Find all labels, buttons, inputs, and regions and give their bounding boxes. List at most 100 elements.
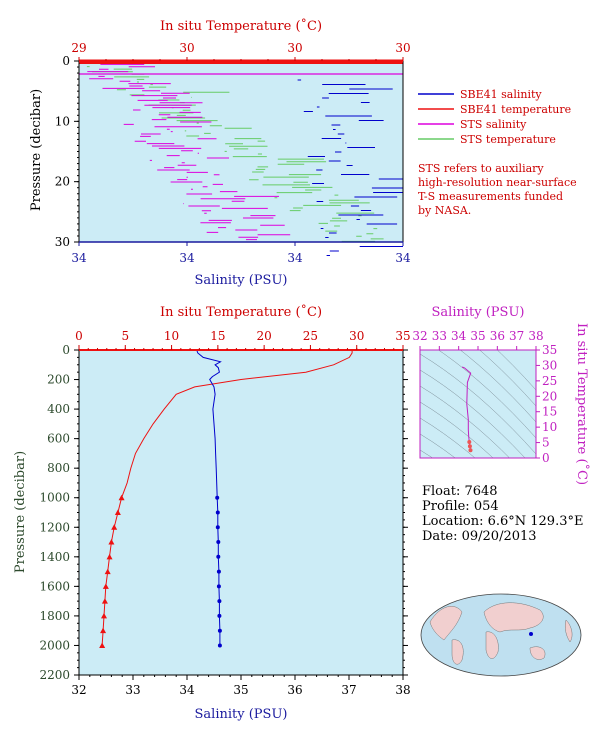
float-position-marker	[529, 632, 533, 636]
top-plot-area	[79, 61, 403, 242]
ts-temp-tick-label: 10	[542, 420, 557, 434]
top-y-tick-label: 0	[62, 54, 70, 68]
legend-label: SBE41 salinity	[460, 88, 542, 101]
top-temp-tick-label: 30	[179, 41, 194, 55]
main-y-tick-label: 1200	[39, 520, 70, 534]
ts-temp-tick-label: 35	[542, 343, 557, 357]
salinity-marker	[217, 613, 222, 618]
main-y-tick-label: 800	[47, 461, 70, 475]
ts-temp-tick-label: 20	[542, 389, 557, 403]
main-profile-traces	[99, 349, 353, 648]
top-temp-tick-label: 30	[395, 41, 410, 55]
salinity-marker	[216, 540, 221, 544]
main-sal-tick-label: 38	[395, 683, 410, 697]
top-y-label: Pressure (decibar)	[29, 89, 44, 211]
top-sal-tick-label: 34	[71, 251, 87, 265]
ts-temp-tick-label: 30	[542, 358, 557, 372]
main-sal-tick-label: 32	[71, 683, 86, 697]
temperature-marker	[106, 553, 113, 560]
main-y-tick-label: 1400	[39, 550, 70, 564]
profile-number: Profile: 054	[422, 499, 499, 514]
legend-label: SBE41 temperature	[460, 103, 571, 116]
main-y-tick-label: 400	[47, 402, 70, 416]
profile-date: Date: 09/20/2013	[422, 529, 537, 544]
ts-sal-tick-label: 36	[490, 329, 505, 343]
main-temp-tick-label: 15	[210, 329, 225, 343]
ts-temp-tick-label: 0	[542, 451, 550, 465]
ts-density-contour	[420, 369, 526, 458]
main-y-label: Pressure (decibar)	[13, 451, 28, 573]
main-temp-label: In situ Temperature (˚C)	[160, 304, 322, 320]
ts-sal-tick-label: 33	[432, 329, 447, 343]
salinity-marker	[215, 495, 220, 500]
main-temp-tick-label: 10	[164, 329, 179, 343]
ts-deep-marker	[468, 448, 473, 453]
ts-density-contours	[420, 350, 536, 458]
world-locator-map	[420, 593, 582, 677]
top-sal-tick-label: 34	[395, 251, 411, 265]
main-y-tick-label: 2200	[39, 668, 70, 682]
main-temp-tick-label: 5	[121, 329, 129, 343]
main-y-tick-label: 1800	[39, 609, 70, 623]
salinity-marker	[215, 510, 220, 515]
top-y-tick-label: 10	[55, 114, 70, 128]
legend-note-line: by NASA.	[418, 204, 471, 217]
temperature-marker	[102, 583, 109, 589]
legend-note-line: T-S measurements funded	[418, 190, 563, 203]
top-y-tick-label: 20	[55, 175, 70, 189]
main-temp-tick-label: 0	[75, 329, 83, 343]
main-y-tick-label: 2000	[39, 638, 70, 652]
main-sal-tick-label: 37	[341, 683, 356, 697]
ts-temp-tick-label: 25	[542, 374, 557, 388]
main-y-tick-label: 600	[47, 432, 70, 446]
sbe41-salinity-trace	[297, 79, 403, 256]
ts-sal-tick-label: 38	[528, 329, 543, 343]
temperature-marker	[101, 598, 108, 604]
ts-sal-tick-label: 35	[470, 329, 485, 343]
temperature-marker	[99, 642, 106, 648]
salinity-marker	[217, 643, 222, 648]
ts-trace	[461, 366, 473, 453]
temperature-marker	[114, 509, 121, 515]
main-temp-tick-label: 35	[395, 329, 410, 343]
ts-deep-marker	[467, 444, 472, 449]
top-sal-tick-label: 34	[179, 251, 195, 265]
ts-temp-label: In situ Temperature (˚C)	[574, 323, 590, 485]
ts-density-contour	[420, 385, 510, 458]
salinity-profile-line	[196, 349, 222, 646]
legend-label: STS salinity	[460, 118, 527, 131]
top-sal-label: Salinity (PSU)	[195, 273, 288, 288]
temperature-marker	[111, 524, 118, 530]
ts-density-contour	[420, 433, 456, 458]
ts-density-contour	[479, 350, 536, 407]
ts-deep-marker	[467, 440, 472, 444]
salinity-marker	[217, 599, 222, 604]
ts-density-contour	[420, 401, 494, 458]
ts-sal-tick-label: 32	[412, 329, 427, 343]
top-temp-label: In situ Temperature (˚C)	[160, 18, 322, 34]
main-y-tick-label: 1600	[39, 579, 70, 593]
salinity-marker	[215, 525, 220, 530]
ts-density-contour	[438, 350, 536, 439]
salinity-marker	[217, 628, 222, 633]
ts-sal-tick-label: 37	[509, 329, 524, 343]
ts-sal-label: Salinity (PSU)	[432, 305, 525, 320]
main-temp-tick-label: 25	[303, 329, 318, 343]
legend-note-line: high-resolution near-surface	[418, 176, 577, 189]
legend-label: STS temperature	[460, 133, 556, 146]
main-ticks: 0 5 10 15 20 25 30 35 32 33 34 35 36 37 38 0 200 400 600 80…	[39, 329, 410, 697]
temperature-marker	[100, 612, 107, 619]
temperature-marker	[118, 494, 125, 501]
ts-density-contour	[420, 353, 536, 455]
top-y-tick-label: 30	[55, 235, 70, 249]
ts-density-contour	[459, 350, 536, 423]
ts-temp-tick-label: 5	[542, 436, 550, 450]
main-sal-tick-label: 34	[179, 683, 195, 697]
ts-sal-tick-label: 34	[451, 329, 467, 343]
main-sal-tick-label: 35	[233, 683, 248, 697]
top-temp-tick-label: 29	[71, 41, 86, 55]
float-id: Float: 7648	[422, 484, 498, 499]
